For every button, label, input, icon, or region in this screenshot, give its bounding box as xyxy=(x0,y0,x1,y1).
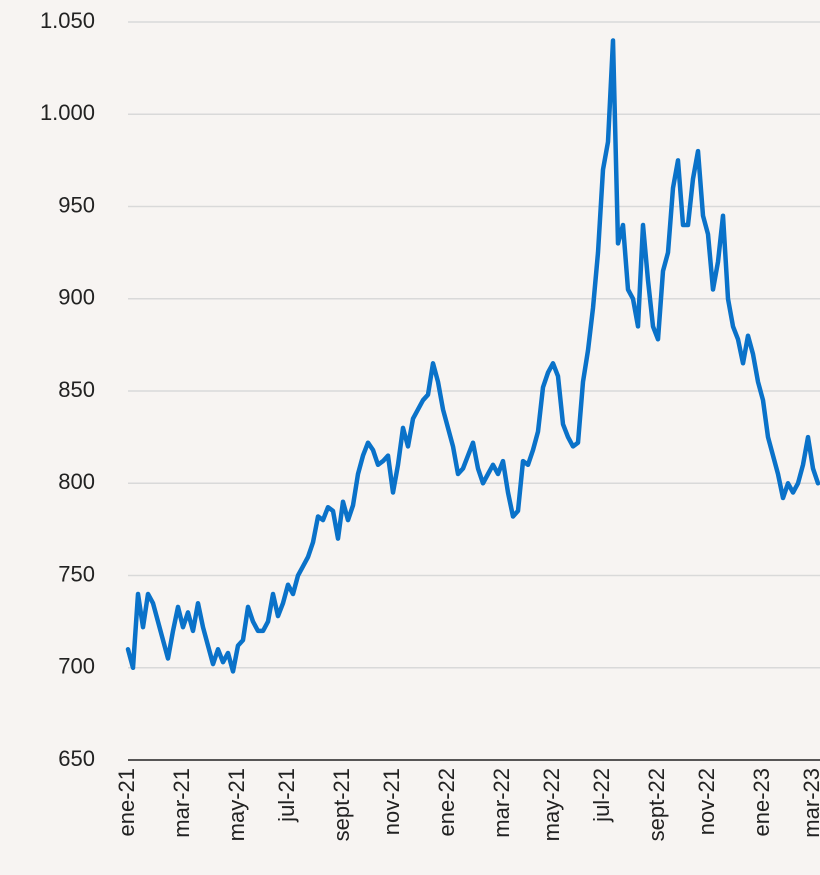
x-tick-label: mar-21 xyxy=(169,768,194,838)
y-tick-label: 700 xyxy=(58,654,95,679)
x-tick-label: jul-21 xyxy=(274,768,299,823)
x-tick-label: ene-21 xyxy=(114,768,139,837)
y-tick-label: 1.050 xyxy=(40,8,95,33)
y-tick-label: 1.000 xyxy=(40,100,95,125)
x-tick-label: may-22 xyxy=(539,768,564,841)
y-tick-label: 900 xyxy=(58,285,95,310)
x-tick-label: may-21 xyxy=(224,768,249,841)
y-tick-label: 750 xyxy=(58,561,95,586)
x-tick-label: jul-22 xyxy=(589,768,614,823)
y-tick-label: 800 xyxy=(58,469,95,494)
y-tick-label: 850 xyxy=(58,377,95,402)
line-series xyxy=(125,38,820,674)
x-tick-label: ene-22 xyxy=(434,768,459,837)
x-tick-label: sept-21 xyxy=(329,768,354,841)
x-tick-label: mar-22 xyxy=(489,768,514,838)
x-tick-label: nov-21 xyxy=(379,768,404,835)
x-tick-label: nov-22 xyxy=(694,768,719,835)
y-tick-label: 650 xyxy=(58,746,95,771)
x-tick-label: mar-23 xyxy=(799,768,820,838)
x-tick-label: sept-22 xyxy=(644,768,669,841)
x-tick-label: ene-23 xyxy=(749,768,774,837)
y-tick-label: 950 xyxy=(58,192,95,217)
